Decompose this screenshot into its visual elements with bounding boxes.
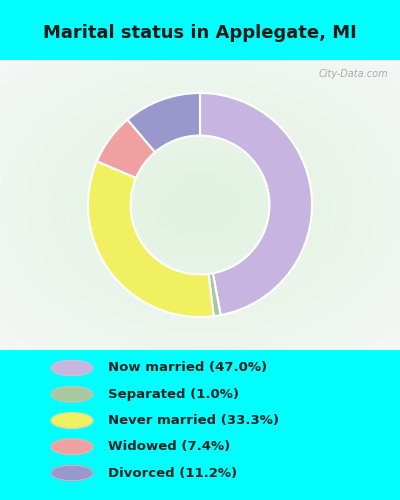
Wedge shape bbox=[97, 120, 155, 178]
Wedge shape bbox=[200, 93, 312, 315]
Circle shape bbox=[51, 412, 93, 428]
Text: Widowed (7.4%): Widowed (7.4%) bbox=[108, 440, 230, 453]
Wedge shape bbox=[208, 273, 221, 316]
Circle shape bbox=[51, 360, 93, 376]
Wedge shape bbox=[128, 93, 200, 152]
Text: Never married (33.3%): Never married (33.3%) bbox=[108, 414, 279, 427]
Circle shape bbox=[51, 439, 93, 454]
Text: Separated (1.0%): Separated (1.0%) bbox=[108, 388, 239, 401]
Text: Divorced (11.2%): Divorced (11.2%) bbox=[108, 466, 237, 479]
Text: Marital status in Applegate, MI: Marital status in Applegate, MI bbox=[43, 24, 357, 42]
Circle shape bbox=[51, 386, 93, 402]
Text: City-Data.com: City-Data.com bbox=[318, 68, 388, 78]
Circle shape bbox=[51, 465, 93, 481]
Text: Now married (47.0%): Now married (47.0%) bbox=[108, 362, 267, 374]
Wedge shape bbox=[88, 162, 214, 317]
